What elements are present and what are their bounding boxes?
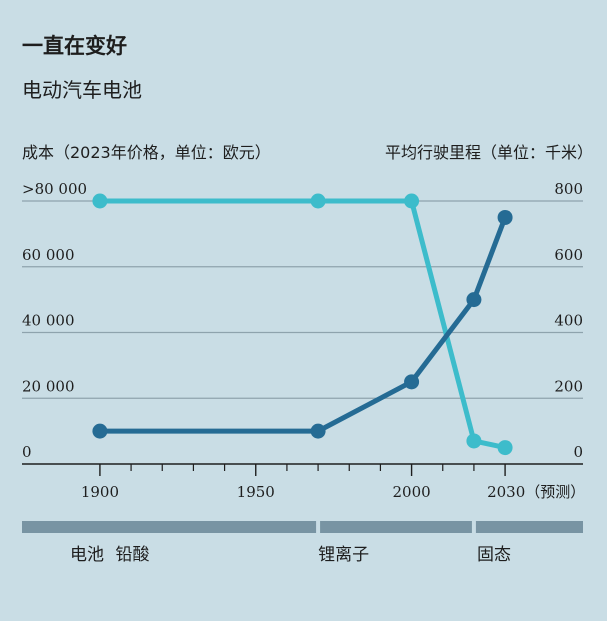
right-axis-label: 平均行驶里程（单位：千米） [384,143,593,162]
series-point-2 [466,292,482,308]
era-label: 电池 [70,545,104,565]
x-axis-tick-label: 1900 [81,483,119,501]
series-point-2 [497,209,513,225]
era-label: 铅酸 [116,545,150,565]
series-point-2 [92,423,108,439]
series-line-1 [97,198,508,451]
left-axis-tick-label: 20 000 [22,377,75,395]
right-axis-tick-label: 400 [554,312,583,330]
era-label: 固态 [477,545,511,565]
series-point-1 [404,193,420,209]
right-axis-tick-label: 600 [554,246,583,264]
era-band-segment [475,521,583,533]
series-point-1 [497,440,513,456]
right-axis-tick-label: 800 [554,180,583,198]
chart-title: 一直在变好 [22,34,127,58]
left-axis-label: 成本（2023年价格，单位：欧元） [22,143,271,162]
right-axis-tick-label: 200 [554,377,583,395]
series-point-1 [310,193,326,209]
left-axis-tick-label: 0 [22,443,32,461]
series-point-1 [466,433,482,449]
era-band-segment [22,521,317,533]
left-axis-tick-label: >80 000 [22,180,87,198]
chart-subtitle: 电动汽车电池 [22,78,142,102]
series-point-1 [92,193,108,209]
x-axis-tick-label: 2000 [392,483,430,501]
left-axis-tick-label: 60 000 [22,246,75,264]
series-point-2 [310,423,326,439]
era-band-segment [320,521,472,533]
series-point-2 [404,374,420,390]
x-axis-tick-label: 2030（预测） [487,483,585,501]
era-label: 锂离子 [318,545,369,565]
right-axis-tick-label: 0 [573,443,583,461]
x-axis-tick-label: 1950 [237,483,275,501]
left-axis-tick-label: 40 000 [22,312,75,330]
